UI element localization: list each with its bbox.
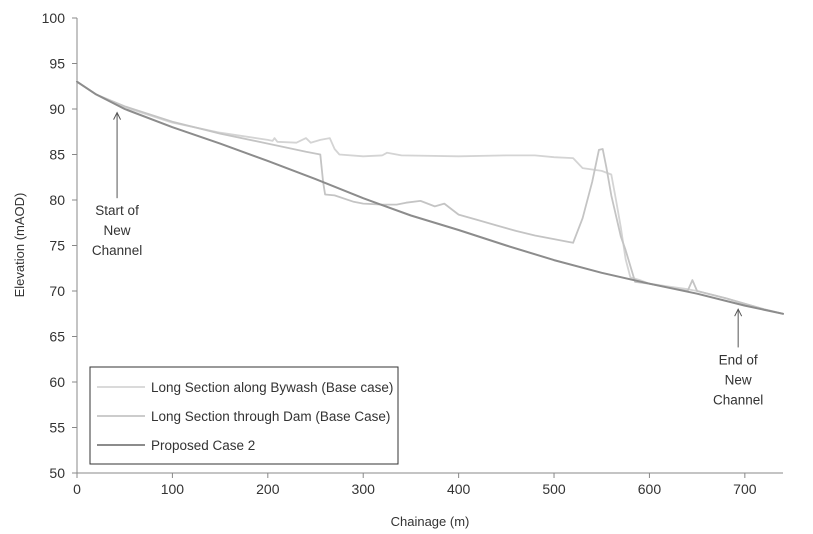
- annotation-text: End of: [719, 352, 758, 367]
- y-tick-label: 75: [49, 238, 65, 254]
- annotations: Start of New Channel End of New Channel: [92, 111, 763, 407]
- x-axis-title: Chainage (m): [391, 514, 470, 529]
- series-layer: [76, 80, 784, 315]
- y-tick-label: 80: [49, 192, 65, 208]
- x-tick-label: 0: [73, 481, 81, 497]
- y-tick-label: 95: [49, 56, 65, 72]
- x-tick-label: 700: [733, 481, 757, 497]
- x-tick-label: 300: [352, 481, 376, 497]
- annotation-text: New: [725, 372, 752, 387]
- arrowhead-icon: [734, 308, 743, 317]
- arrowhead-icon: [113, 111, 122, 120]
- y-tick-label: 50: [49, 465, 65, 481]
- y-tick-label: 55: [49, 420, 65, 436]
- annotation-text: Channel: [92, 243, 142, 258]
- annotation-text: New: [104, 223, 131, 238]
- y-tick-label: 100: [42, 10, 66, 26]
- series-line-1: [76, 80, 784, 315]
- x-tick-label: 100: [161, 481, 185, 497]
- annotation-text: Channel: [713, 392, 763, 407]
- legend-items: Long Section along Bywash (Base case) Lon…: [97, 380, 393, 453]
- y-tick-label: 60: [49, 374, 65, 390]
- y-axis-title: Elevation (mAOD): [12, 193, 27, 298]
- legend: Long Section along Bywash (Base case) Lon…: [89, 366, 399, 465]
- legend-label-3: Proposed Case 2: [151, 438, 255, 453]
- x-tick-label: 600: [638, 481, 662, 497]
- legend-label-2: Long Section through Dam (Base Case): [151, 409, 390, 424]
- x-tick-label: 200: [256, 481, 280, 497]
- series-line-3: [76, 80, 784, 315]
- x-tick-label: 500: [542, 481, 566, 497]
- y-tick-label: 70: [49, 283, 65, 299]
- legend-label-1: Long Section along Bywash (Base case): [151, 380, 393, 395]
- y-tick-label: 90: [49, 101, 65, 117]
- y-tick-label: 85: [49, 147, 65, 163]
- x-ticks: 0 100 200 300 400 500 600 700: [73, 473, 757, 497]
- annotation-text: Start of: [95, 203, 139, 218]
- y-ticks: 50 55 60 65 70 75 80 85 90 95 100: [42, 10, 77, 481]
- y-tick-label: 65: [49, 329, 65, 345]
- x-tick-label: 400: [447, 481, 471, 497]
- plot-area: 50 55 60 65 70 75 80 85 90 95 100 0 100 200 300 400 500…: [42, 10, 784, 497]
- series-line-2: [76, 80, 784, 315]
